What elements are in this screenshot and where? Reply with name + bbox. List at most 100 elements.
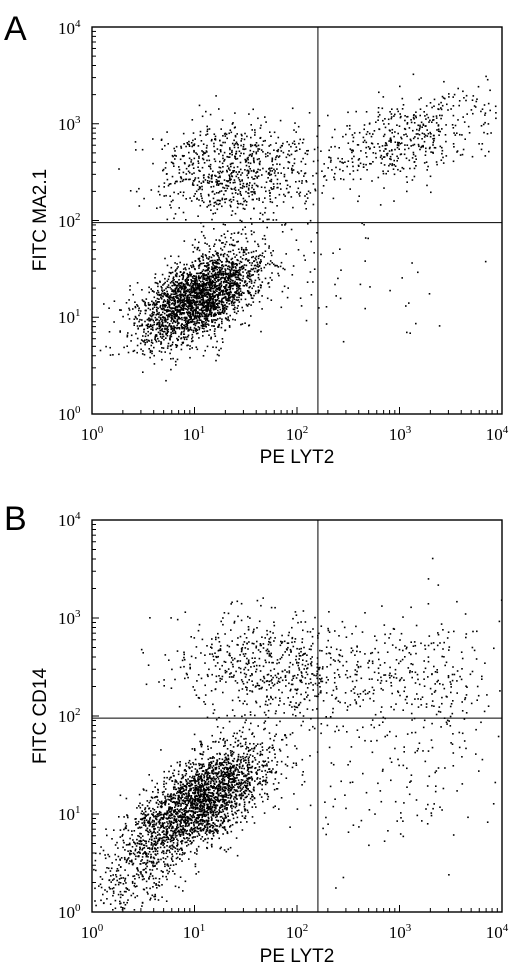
scatter-point	[253, 188, 255, 191]
scatter-point	[198, 778, 200, 781]
scatter-point	[445, 124, 447, 126]
scatter-point	[235, 175, 238, 178]
scatter-point	[222, 242, 224, 244]
scatter-point	[231, 787, 233, 790]
scatter-point	[154, 277, 156, 279]
scatter-point	[158, 185, 160, 188]
scatter-point	[200, 813, 202, 816]
scatter-point	[171, 311, 173, 314]
scatter-point	[412, 137, 415, 140]
scatter-point	[379, 204, 382, 206]
scatter-point	[202, 793, 204, 795]
scatter-point	[457, 87, 459, 90]
scatter-point	[164, 795, 166, 798]
scatter-point	[231, 123, 234, 125]
scatter-point	[157, 307, 159, 310]
scatter-point	[206, 262, 208, 264]
scatter-point	[232, 817, 235, 820]
scatter-point	[214, 267, 217, 270]
scatter-point	[234, 181, 236, 184]
scatter-point	[225, 260, 227, 263]
scatter-point	[154, 304, 156, 306]
scatter-point	[250, 297, 253, 299]
scatter-point	[198, 337, 200, 339]
scatter-point	[195, 306, 198, 308]
scatter-point	[186, 278, 188, 280]
scatter-point	[185, 303, 187, 306]
scatter-point	[151, 843, 153, 845]
scatter-point	[156, 282, 158, 284]
scatter-point	[153, 291, 155, 293]
scatter-point	[287, 191, 290, 194]
scatter-point	[235, 153, 237, 155]
scatter-point	[167, 300, 169, 303]
scatter-point	[182, 787, 185, 790]
scatter-point	[112, 354, 114, 356]
scatter-point	[192, 182, 194, 184]
scatter-point	[167, 294, 169, 296]
scatter-point	[227, 156, 230, 158]
scatter-point	[202, 143, 205, 145]
scatter-point	[185, 323, 187, 326]
scatter-point	[194, 308, 197, 311]
scatter-point	[180, 297, 182, 299]
scatter-point	[213, 333, 216, 335]
scatter-point	[197, 326, 200, 328]
scatter-point	[292, 265, 295, 267]
scatter-point	[166, 131, 168, 133]
scatter-point	[180, 285, 182, 287]
scatter-point	[213, 319, 215, 321]
scatter-point	[228, 167, 230, 169]
scatter-point	[164, 144, 166, 147]
scatter-point	[215, 285, 218, 288]
scatter-point	[328, 156, 331, 159]
scatter-point	[208, 278, 210, 280]
scatter-point	[295, 131, 297, 133]
scatter-point	[197, 312, 200, 314]
scatter-point	[187, 170, 190, 173]
scatter-point	[141, 289, 143, 291]
scatter-point	[236, 143, 239, 145]
scatter-point	[138, 314, 140, 317]
scatter-point	[221, 822, 224, 825]
scatter-point	[143, 197, 145, 200]
scatter-point	[227, 794, 229, 797]
scatter-point	[130, 340, 132, 342]
scatter-point	[200, 255, 203, 257]
scatter-point	[339, 297, 342, 300]
scatter-point	[217, 252, 219, 255]
scatter-point	[126, 335, 129, 338]
scatter-point	[273, 168, 275, 171]
scatter-point	[197, 277, 200, 280]
scatter-point	[226, 254, 229, 256]
scatter-point	[190, 315, 193, 318]
scatter-point	[169, 204, 171, 206]
scatter-point	[209, 163, 212, 166]
scatter-point	[158, 810, 161, 813]
scatter-point	[168, 297, 171, 300]
scatter-point	[171, 284, 173, 287]
scatter-point	[189, 326, 192, 329]
scatter-point	[305, 200, 307, 203]
scatter-point	[297, 249, 300, 251]
scatter-point	[201, 150, 203, 152]
scatter-point	[226, 305, 229, 308]
scatter-point	[264, 153, 267, 155]
scatter-point	[267, 282, 270, 284]
scatter-point	[247, 156, 249, 159]
scatter-point	[136, 823, 138, 825]
scatter-point	[206, 317, 209, 319]
scatter-point	[194, 818, 197, 821]
scatter-point	[349, 173, 351, 175]
scatter-point	[195, 292, 197, 294]
scatter-point	[181, 154, 184, 157]
scatter-point	[147, 325, 149, 328]
scatter-point	[184, 178, 187, 181]
scatter-point	[159, 846, 162, 849]
scatter-point	[213, 330, 216, 332]
scatter-point	[235, 141, 238, 144]
scatter-point	[208, 302, 210, 304]
scatter-point	[242, 267, 245, 270]
scatter-point	[214, 160, 217, 163]
scatter-point	[196, 184, 199, 186]
